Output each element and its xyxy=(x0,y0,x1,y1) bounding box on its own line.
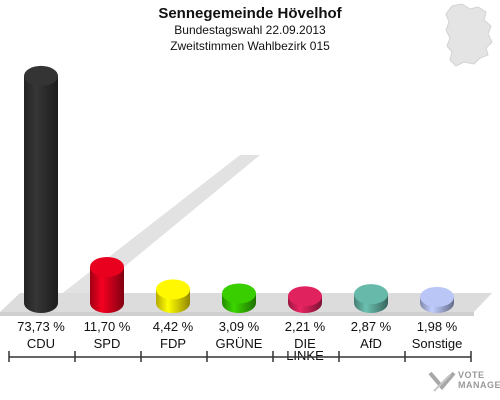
category-label: Sonstige xyxy=(412,336,463,351)
bar-gr-ne xyxy=(222,283,256,313)
logo-line-1: VOTE xyxy=(458,370,485,380)
category-label: AfD xyxy=(360,336,382,351)
value-label: 11,70 % xyxy=(84,319,131,334)
value-label: 3,09 % xyxy=(219,319,260,334)
chart-subtitle: Bundestagswahl 22.09.2013 xyxy=(174,23,326,37)
category-label: SPD xyxy=(94,336,121,351)
category-label: FDP xyxy=(160,336,186,351)
value-label: 2,21 % xyxy=(285,319,326,334)
value-label: 1,98 % xyxy=(417,319,458,334)
bar-cdu xyxy=(24,65,58,313)
bar-die-linke xyxy=(288,286,322,313)
bar-spd xyxy=(90,256,124,313)
category-label: CDU xyxy=(27,336,55,351)
value-label: 2,87 % xyxy=(351,319,392,334)
value-label: 73,73 % xyxy=(17,319,65,334)
logo-text: VOTE MANAGER xyxy=(458,370,500,390)
germany-map-icon xyxy=(445,3,493,67)
bar-fdp xyxy=(156,279,190,313)
category-label: GRÜNE xyxy=(216,336,263,351)
vote-manager-logo xyxy=(428,371,456,392)
logo-line-2: MANAGER xyxy=(458,380,500,390)
chart-title: Sennegemeinde Hövelhof xyxy=(158,5,342,22)
bar-afd xyxy=(354,284,388,313)
value-label: 4,42 % xyxy=(153,319,194,334)
category-label: DIE xyxy=(294,336,316,351)
bar-sonstige xyxy=(420,286,454,313)
chart-subtitle-2: Zweitstimmen Wahlbezirk 015 xyxy=(170,39,330,53)
category-label: LINKE xyxy=(286,348,324,363)
